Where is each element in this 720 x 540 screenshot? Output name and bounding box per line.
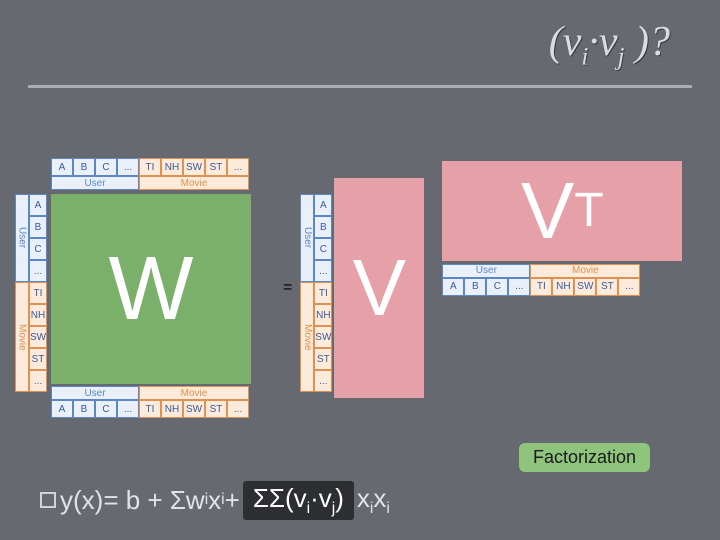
title-v: v (599, 19, 618, 65)
header-cell: B (29, 216, 47, 238)
header-cell: TI (139, 400, 161, 418)
header-cell: SW (574, 278, 596, 296)
header-cell: SW (183, 400, 205, 418)
header-cell: ST (205, 158, 227, 176)
header-cell: NH (29, 304, 47, 326)
checkbox-icon (40, 492, 56, 508)
v-matrix-block: UserMovieABC...TINHSWST...V (300, 158, 430, 418)
header-cell: TI (530, 278, 552, 296)
group-label: Movie (139, 386, 249, 400)
title-underline (28, 85, 692, 88)
title-text: (v (549, 19, 582, 65)
header-cell: ... (117, 158, 139, 176)
group-label: Movie (15, 282, 29, 392)
header-cell: ... (508, 278, 530, 296)
header-cell: ... (117, 400, 139, 418)
title-suffix: )? (625, 19, 671, 65)
formula-eq: = b + Σw (103, 485, 204, 516)
equals-sign: = (283, 279, 292, 297)
header-cell: C (314, 238, 332, 260)
formula-yx: y(x) (60, 485, 103, 516)
group-label: User (442, 264, 530, 278)
factorization-badge: Factorization (519, 443, 650, 472)
header-cell: SW (29, 326, 47, 348)
w-matrix-block: ABC...UserTINHSWST...MovieUserMovieABC..… (15, 158, 275, 418)
header-cell: NH (161, 158, 183, 176)
title-sub-j: j (618, 43, 625, 70)
group-label: User (300, 194, 314, 282)
header-cell: TI (139, 158, 161, 176)
header-cell: C (29, 238, 47, 260)
header-cell: B (464, 278, 486, 296)
w-letter: W (51, 194, 251, 384)
header-cell: ST (314, 348, 332, 370)
header-cell: A (29, 194, 47, 216)
vt-letter: VT (442, 161, 682, 261)
slide-title: (vi·vj )? (549, 18, 670, 71)
prediction-formula: y(x) = b + Σwixi + ΣΣ(vi·vj) xixi (40, 481, 390, 520)
header-cell: ... (227, 400, 249, 418)
formula-xixi: xixi (357, 483, 390, 518)
matrix-equation-row: ABC...UserTINHSWST...MovieUserMovieABC..… (15, 158, 712, 418)
header-cell: ST (205, 400, 227, 418)
group-label: User (15, 194, 29, 282)
formula-plus: + (225, 485, 240, 516)
group-label: User (51, 386, 139, 400)
header-cell: ST (596, 278, 618, 296)
title-dot: · (588, 19, 599, 65)
formula-interaction-term: ΣΣ(vi·vj) (243, 481, 354, 520)
header-cell: B (73, 400, 95, 418)
header-cell: ... (314, 370, 332, 392)
header-cell: SW (183, 158, 205, 176)
header-cell: SW (314, 326, 332, 348)
header-cell: NH (161, 400, 183, 418)
header-cell: ... (29, 260, 47, 282)
header-cell: TI (29, 282, 47, 304)
group-label: User (51, 176, 139, 190)
header-cell: NH (552, 278, 574, 296)
header-cell: A (51, 158, 73, 176)
formula-x: x (208, 485, 221, 516)
header-cell: C (95, 158, 117, 176)
header-cell: ST (29, 348, 47, 370)
group-label: Movie (139, 176, 249, 190)
header-cell: TI (314, 282, 332, 304)
header-cell: ... (29, 370, 47, 392)
header-cell: C (486, 278, 508, 296)
header-cell: B (73, 158, 95, 176)
header-cell: ... (314, 260, 332, 282)
header-cell: A (314, 194, 332, 216)
header-cell: NH (314, 304, 332, 326)
header-cell: ... (618, 278, 640, 296)
header-cell: B (314, 216, 332, 238)
v-letter: V (334, 178, 424, 398)
vt-matrix-block: VTABC...UserTINHSWST...Movie (442, 161, 712, 296)
header-cell: C (95, 400, 117, 418)
group-label: Movie (530, 264, 640, 278)
group-label: Movie (300, 282, 314, 392)
header-cell: A (442, 278, 464, 296)
header-cell: ... (227, 158, 249, 176)
header-cell: A (51, 400, 73, 418)
